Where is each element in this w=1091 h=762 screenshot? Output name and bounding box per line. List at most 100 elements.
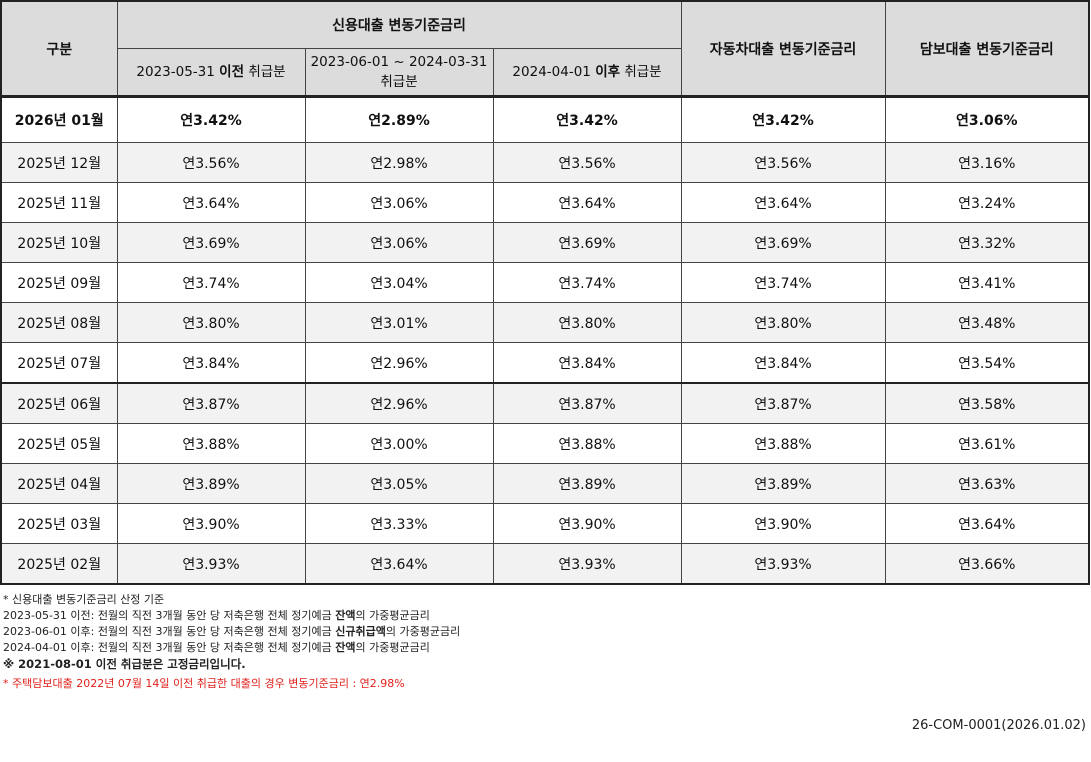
cell-credit-after: 연3.80% [492,302,682,343]
table-row: 2025년 11월 연3.64% 연3.06% 연3.64% 연3.64% 연3.24% [0,182,1090,223]
table-row: 2025년 12월 연3.56% 연2.98% 연3.56% 연3.56% 연3.16% [0,142,1090,183]
cell-credit-middle: 연3.06% [304,182,494,223]
cell-secured: 연3.66% [884,543,1090,585]
cell-auto: 연3.88% [680,423,886,464]
table-row: 2025년 04월 연3.89% 연3.05% 연3.89% 연3.89% 연3.63% [0,463,1090,504]
row-month: 2026년 01월 [0,96,118,143]
table-row: 2025년 09월 연3.74% 연3.04% 연3.74% 연3.74% 연3.41% [0,262,1090,303]
cell-credit-before: 연3.90% [116,503,306,544]
cell-credit-before: 연3.69% [116,222,306,263]
cell-credit-middle: 연3.05% [304,463,494,504]
cell-credit-after: 연3.69% [492,222,682,263]
cell-auto: 연3.56% [680,142,886,183]
header-credit-20230601-20240331: 2023-06-01 ~ 2024-03-31 취급분 [304,48,494,97]
header-credit-after-20240401: 2024-04-01 이후 취급분 [492,48,682,97]
cell-auto: 연3.90% [680,503,886,544]
rate-table: 구분 신용대출 변동기준금리 자동차대출 변동기준금리 담보대출 변동기준금리 … [0,0,1091,585]
cell-credit-after: 연3.42% [492,96,682,143]
cell-credit-before: 연3.88% [116,423,306,464]
cell-secured: 연3.54% [884,342,1090,384]
cell-secured: 연3.64% [884,503,1090,544]
cell-credit-after: 연3.90% [492,503,682,544]
cell-credit-middle: 연2.96% [304,342,494,384]
cell-credit-before: 연3.42% [116,96,306,143]
cell-credit-after: 연3.87% [492,382,682,424]
cell-auto: 연3.42% [680,96,886,143]
row-month: 2025년 03월 [0,503,118,544]
header-credit-before-20230531: 2023-05-31 이전 취급분 [116,48,306,97]
table-header: 구분 신용대출 변동기준금리 자동차대출 변동기준금리 담보대출 변동기준금리 … [0,0,1090,97]
cell-auto: 연3.64% [680,182,886,223]
table-row: 2025년 07월 연3.84% 연2.96% 연3.84% 연3.84% 연3.54% [0,342,1090,384]
row-month: 2025년 02월 [0,543,118,585]
cell-credit-after: 연3.89% [492,463,682,504]
table-row: 2025년 08월 연3.80% 연3.01% 연3.80% 연3.80% 연3.48% [0,302,1090,343]
header-auto-loan: 자동차대출 변동기준금리 [680,0,886,97]
table-row: 2025년 02월 연3.93% 연3.64% 연3.93% 연3.93% 연3.66% [0,543,1090,585]
cell-auto: 연3.87% [680,382,886,424]
note-mortgage: * 주택담보대출 2022년 07월 14일 이전 취급한 대출의 경우 변동기… [3,677,405,690]
row-month: 2025년 11월 [0,182,118,223]
cell-credit-after: 연3.56% [492,142,682,183]
cell-credit-before: 연3.80% [116,302,306,343]
table-row: 2025년 06월 연3.87% 연2.96% 연3.87% 연3.87% 연3.58% [0,382,1090,424]
cell-secured: 연3.63% [884,463,1090,504]
cell-credit-after: 연3.64% [492,182,682,223]
note-line: 2024-04-01 이후: 전월의 직전 3개월 동안 당 저축은행 전체 정… [3,641,430,654]
cell-secured: 연3.61% [884,423,1090,464]
cell-credit-middle: 연3.64% [304,543,494,585]
row-month: 2025년 10월 [0,222,118,263]
cell-secured: 연3.32% [884,222,1090,263]
cell-credit-before: 연3.84% [116,342,306,384]
cell-auto: 연3.69% [680,222,886,263]
row-month: 2025년 08월 [0,302,118,343]
footnotes: * 신용대출 변동기준금리 산정 기준 2023-05-31 이전: 전월의 직… [3,592,460,692]
table-row: 2025년 10월 연3.69% 연3.06% 연3.69% 연3.69% 연3.32% [0,222,1090,263]
cell-credit-middle: 연3.06% [304,222,494,263]
cell-credit-middle: 연2.89% [304,96,494,143]
cell-auto: 연3.80% [680,302,886,343]
cell-auto: 연3.84% [680,342,886,384]
table-row: 2025년 05월 연3.88% 연3.00% 연3.88% 연3.88% 연3.61% [0,423,1090,464]
row-month: 2025년 05월 [0,423,118,464]
cell-auto: 연3.93% [680,543,886,585]
cell-auto: 연3.89% [680,463,886,504]
cell-secured: 연3.41% [884,262,1090,303]
note-fixed-rate: ※ 2021-08-01 이전 취급분은 고정금리입니다. [3,657,246,671]
cell-credit-after: 연3.74% [492,262,682,303]
row-month: 2025년 04월 [0,463,118,504]
cell-secured: 연3.06% [884,96,1090,143]
cell-credit-after: 연3.88% [492,423,682,464]
header-secured-loan: 담보대출 변동기준금리 [884,0,1090,97]
cell-credit-middle: 연2.96% [304,382,494,424]
row-month: 2025년 09월 [0,262,118,303]
cell-secured: 연3.58% [884,382,1090,424]
header-category: 구분 [0,0,118,97]
cell-secured: 연3.48% [884,302,1090,343]
row-month: 2025년 06월 [0,382,118,424]
cell-secured: 연3.16% [884,142,1090,183]
cell-credit-after: 연3.84% [492,342,682,384]
cell-credit-before: 연3.87% [116,382,306,424]
cell-credit-before: 연3.74% [116,262,306,303]
cell-credit-before: 연3.93% [116,543,306,585]
table-body: 2026년 01월 연3.42% 연2.89% 연3.42% 연3.42% 연3.06% 2… [0,96,1090,585]
cell-credit-before: 연3.56% [116,142,306,183]
cell-credit-middle: 연3.04% [304,262,494,303]
cell-credit-after: 연3.93% [492,543,682,585]
cell-secured: 연3.24% [884,182,1090,223]
cell-credit-before: 연3.64% [116,182,306,223]
header-credit-loan: 신용대출 변동기준금리 [116,0,682,49]
row-month: 2025년 12월 [0,142,118,183]
cell-credit-middle: 연3.01% [304,302,494,343]
cell-credit-middle: 연2.98% [304,142,494,183]
cell-credit-middle: 연3.33% [304,503,494,544]
table-row: 2025년 03월 연3.90% 연3.33% 연3.90% 연3.90% 연3.64% [0,503,1090,544]
row-month: 2025년 07월 [0,342,118,384]
table-row: 2026년 01월 연3.42% 연2.89% 연3.42% 연3.42% 연3.06% [0,96,1090,143]
note-title: * 신용대출 변동기준금리 산정 기준 [3,593,165,606]
note-line: 2023-05-31 이전: 전월의 직전 3개월 동안 당 저축은행 전체 정… [3,609,430,622]
cell-credit-middle: 연3.00% [304,423,494,464]
cell-credit-before: 연3.89% [116,463,306,504]
note-line: 2023-06-01 이후: 전월의 직전 3개월 동안 당 저축은행 전체 정… [3,625,461,638]
